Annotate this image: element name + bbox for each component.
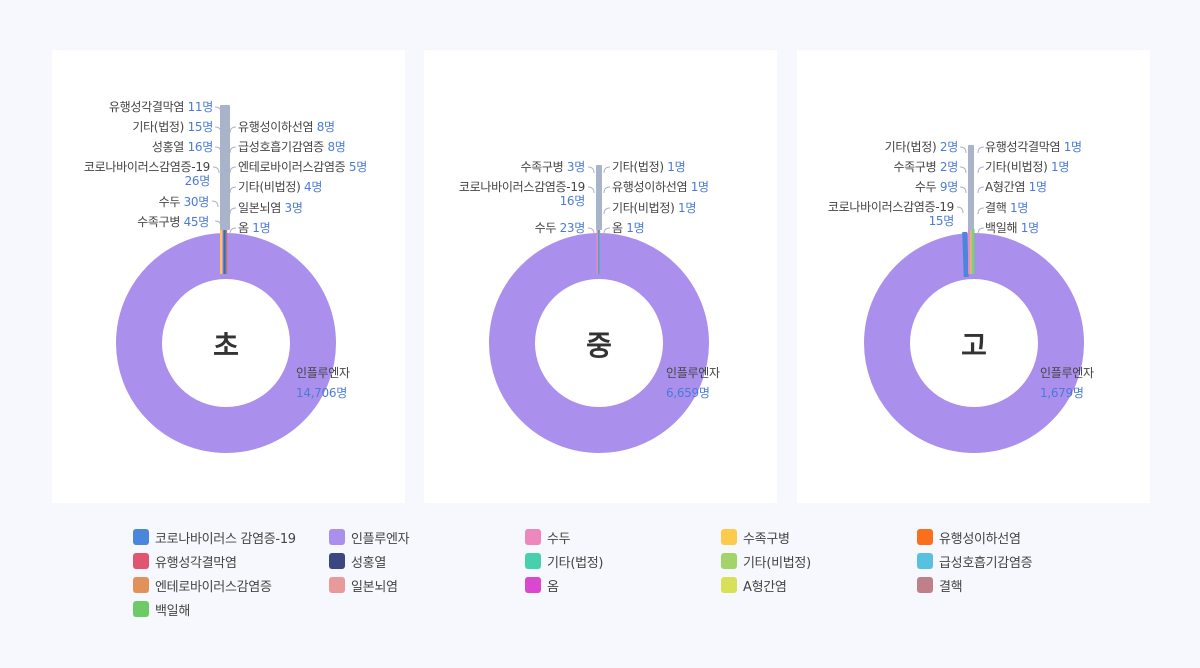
slice-label: 기타(법정) 2명 bbox=[884, 140, 959, 154]
influenza-label: 인플루엔자 6,659명 bbox=[666, 366, 720, 400]
slice-label: 수족구병 3명 bbox=[520, 160, 585, 174]
donut-chart-elementary bbox=[116, 105, 336, 453]
slice-label: 유행성각결막염 11명 bbox=[108, 100, 213, 114]
legend-swatch bbox=[329, 577, 345, 593]
legend-swatch bbox=[133, 601, 149, 617]
legend-item-hfmd[interactable]: 수족구병 bbox=[721, 527, 790, 547]
legend-swatch bbox=[329, 553, 345, 569]
center-label: 초 bbox=[213, 329, 239, 362]
legend-item-chickenpox[interactable]: 수두 bbox=[525, 527, 571, 547]
slice-label: 코로나바이러스감염증-19 16명 bbox=[458, 180, 585, 208]
legend-item-scarlet-fever[interactable]: 성홍열 bbox=[329, 551, 386, 571]
legend-swatch bbox=[721, 529, 737, 545]
legend-item-covid19[interactable]: 코로나바이러스 감염증-19 bbox=[133, 527, 296, 547]
slice-label: 옴 1명 bbox=[238, 221, 271, 235]
legend-swatch bbox=[917, 529, 933, 545]
slice-label: 수두 30명 bbox=[158, 195, 210, 209]
legend-swatch bbox=[525, 553, 541, 569]
legend-item-hepatitis-a[interactable]: A형간염 bbox=[721, 575, 787, 595]
legend-swatch bbox=[133, 529, 149, 545]
legend-swatch bbox=[329, 529, 345, 545]
slice-label: 기타(비법정) 1명 bbox=[985, 160, 1070, 174]
slice-label: 유행성각결막염 1명 bbox=[985, 140, 1082, 154]
legend-swatch bbox=[917, 553, 933, 569]
legend-item-enterovirus[interactable]: 엔테로바이러스감염증 bbox=[133, 575, 272, 595]
slice-label: 수족구병 45명 bbox=[137, 215, 209, 229]
leader-bar bbox=[596, 165, 602, 230]
legend-item-tuberculosis[interactable]: 결핵 bbox=[917, 575, 963, 595]
slice-label: 수두 23명 bbox=[534, 221, 586, 235]
slice-label: 수족구병 2명 bbox=[893, 160, 958, 174]
legend-item-scabies[interactable]: 옴 bbox=[525, 575, 559, 595]
influenza-label: 인플루엔자 1,679명 bbox=[1040, 366, 1094, 400]
donut-chart-middle bbox=[489, 165, 709, 453]
slice-label: 급성호흡기감염증 8명 bbox=[238, 140, 346, 154]
slice-label: 기타(법정) 1명 bbox=[612, 160, 686, 174]
chart-panel-elementary: 유행성각결막염 11명 기타(법정) 15명 성홍열 16명 코로나바이러스감염… bbox=[52, 50, 405, 503]
slice-label: 백일해 1명 bbox=[985, 221, 1039, 235]
legend-item-acute-respiratory[interactable]: 급성호흡기감염증 bbox=[917, 551, 1033, 571]
leader-bar bbox=[968, 145, 974, 230]
legend-swatch bbox=[525, 577, 541, 593]
legend-swatch bbox=[721, 553, 737, 569]
slice-label: 엔테로바이러스감염증 5명 bbox=[238, 160, 367, 174]
slice-label: 코로나바이러스감염증-19 26명 bbox=[83, 160, 210, 188]
legend-swatch bbox=[721, 577, 737, 593]
slice-label: 옴 1명 bbox=[612, 221, 645, 235]
legend-item-pertussis[interactable]: 백일해 bbox=[133, 599, 190, 619]
slice-label: 유행성이하선염 8명 bbox=[238, 120, 335, 134]
legend-item-other-nonlegal[interactable]: 기타(비법정) bbox=[721, 551, 811, 571]
slice-label: 코로나바이러스감염증-19 15명 bbox=[827, 200, 954, 228]
legend-swatch bbox=[917, 577, 933, 593]
legend-swatch bbox=[133, 577, 149, 593]
slice-label: 성홍열 16명 bbox=[151, 140, 213, 154]
slice-label: 기타(법정) 15명 bbox=[132, 120, 213, 134]
legend-item-other-legal[interactable]: 기타(법정) bbox=[525, 551, 603, 571]
slice-label: 유행성이하선염 1명 bbox=[612, 180, 709, 194]
chart-panel-middle: 수족구병 3명 코로나바이러스감염증-19 16명 수두 23명 기타(법정) 1… bbox=[424, 50, 777, 503]
leader-bar bbox=[220, 105, 230, 230]
influenza-label: 인플루엔자 14,706명 bbox=[296, 366, 350, 400]
slice-label: 일본뇌염 3명 bbox=[238, 201, 303, 215]
donut-chart-high bbox=[864, 145, 1084, 453]
slice-label: 수두 9명 bbox=[914, 180, 958, 194]
legend-item-conjunctivitis[interactable]: 유행성각결막염 bbox=[133, 551, 237, 571]
chart-panel-high: 기타(법정) 2명 수족구병 2명 수두 9명 코로나바이러스감염증-19 15명… bbox=[797, 50, 1150, 503]
legend-swatch bbox=[525, 529, 541, 545]
slice-label: 기타(비법정) 4명 bbox=[238, 180, 323, 194]
center-label: 중 bbox=[586, 329, 612, 362]
center-label: 고 bbox=[961, 329, 987, 362]
legend-swatch bbox=[133, 553, 149, 569]
legend-item-influenza[interactable]: 인플루엔자 bbox=[329, 527, 410, 547]
slice-label: 기타(비법정) 1명 bbox=[612, 201, 697, 215]
chart-legend: 코로나바이러스 감염증-19 인플루엔자 수두 수족구병 유행성이하선염 유행성… bbox=[0, 527, 1200, 637]
slice-label: A형간염 1명 bbox=[985, 180, 1047, 194]
slice-label: 결핵 1명 bbox=[985, 201, 1029, 215]
legend-item-japanese-encephalitis[interactable]: 일본뇌염 bbox=[329, 575, 398, 595]
legend-item-mumps[interactable]: 유행성이하선염 bbox=[917, 527, 1021, 547]
